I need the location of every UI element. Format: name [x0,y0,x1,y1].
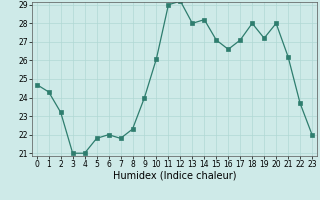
X-axis label: Humidex (Indice chaleur): Humidex (Indice chaleur) [113,171,236,181]
